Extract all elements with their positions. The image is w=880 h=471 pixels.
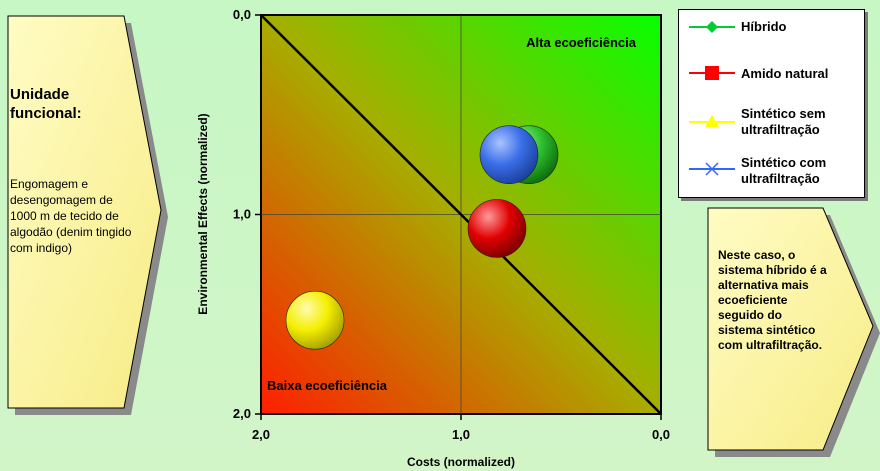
x-tick-label: 1,0 [452,427,470,442]
y-axis-title: Environmental Effects (normalized) [196,113,210,314]
annotation-high: Alta ecoeficiência [526,35,637,50]
data-bubbles [285,125,559,350]
x-tick-label: 2,0 [252,427,270,442]
conclusion-text: Neste caso, o sistema híbrido é a altern… [718,248,827,352]
y-tick-label: 1,0 [233,207,251,222]
arrow-shape [707,207,880,457]
bubble-sint-tico-sem-ultrafiltra-o [285,290,345,350]
axis-ticks: 2,0 1,0 0,0 0,0 1,0 2,0 [233,7,670,442]
legend-label: Amido natural [741,66,829,81]
y-tick-label: 2,0 [233,406,251,421]
functional-unit-panel: Unidade funcional: Engomagem e desengoma… [0,0,170,420]
legend-item-hibrido: Híbrido [679,17,864,37]
arrow-shape [7,15,168,415]
legend-label: Híbrido [741,19,787,34]
legend-item-sintetico-sem: Sintético sem ultrafiltração [679,106,864,142]
diagonal-line [260,14,662,415]
legend-item-amido: Amido natural [679,63,864,83]
annotation-low: Baixa ecoeficiência [267,378,388,393]
legend: Híbrido Amido natural Sintético sem ultr… [678,9,865,198]
bubble-sint-tico-com-ultrafiltra-o [479,125,539,184]
y-tick-label: 0,0 [233,7,251,22]
diamond-icon [689,21,735,33]
functional-unit-title: Unidade funcional: [10,86,82,122]
legend-item-sintetico-com: Sintético com ultrafiltração [679,155,864,191]
legend-label: Sintético sem ultrafiltração [741,106,826,137]
triangle-icon [689,115,735,127]
x-axis-title: Costs (normalized) [407,455,515,469]
x-icon [689,162,735,176]
square-icon [689,66,735,80]
x-tick-label: 0,0 [652,427,670,442]
bubble-amido-natural [467,199,527,258]
functional-unit-description: Engomagem e desengomagem de 1000 m de te… [10,177,132,255]
eco-efficiency-diagonal [260,14,662,415]
legend-label: Sintético com ultrafiltração [741,155,827,186]
conclusion-panel [700,200,880,470]
